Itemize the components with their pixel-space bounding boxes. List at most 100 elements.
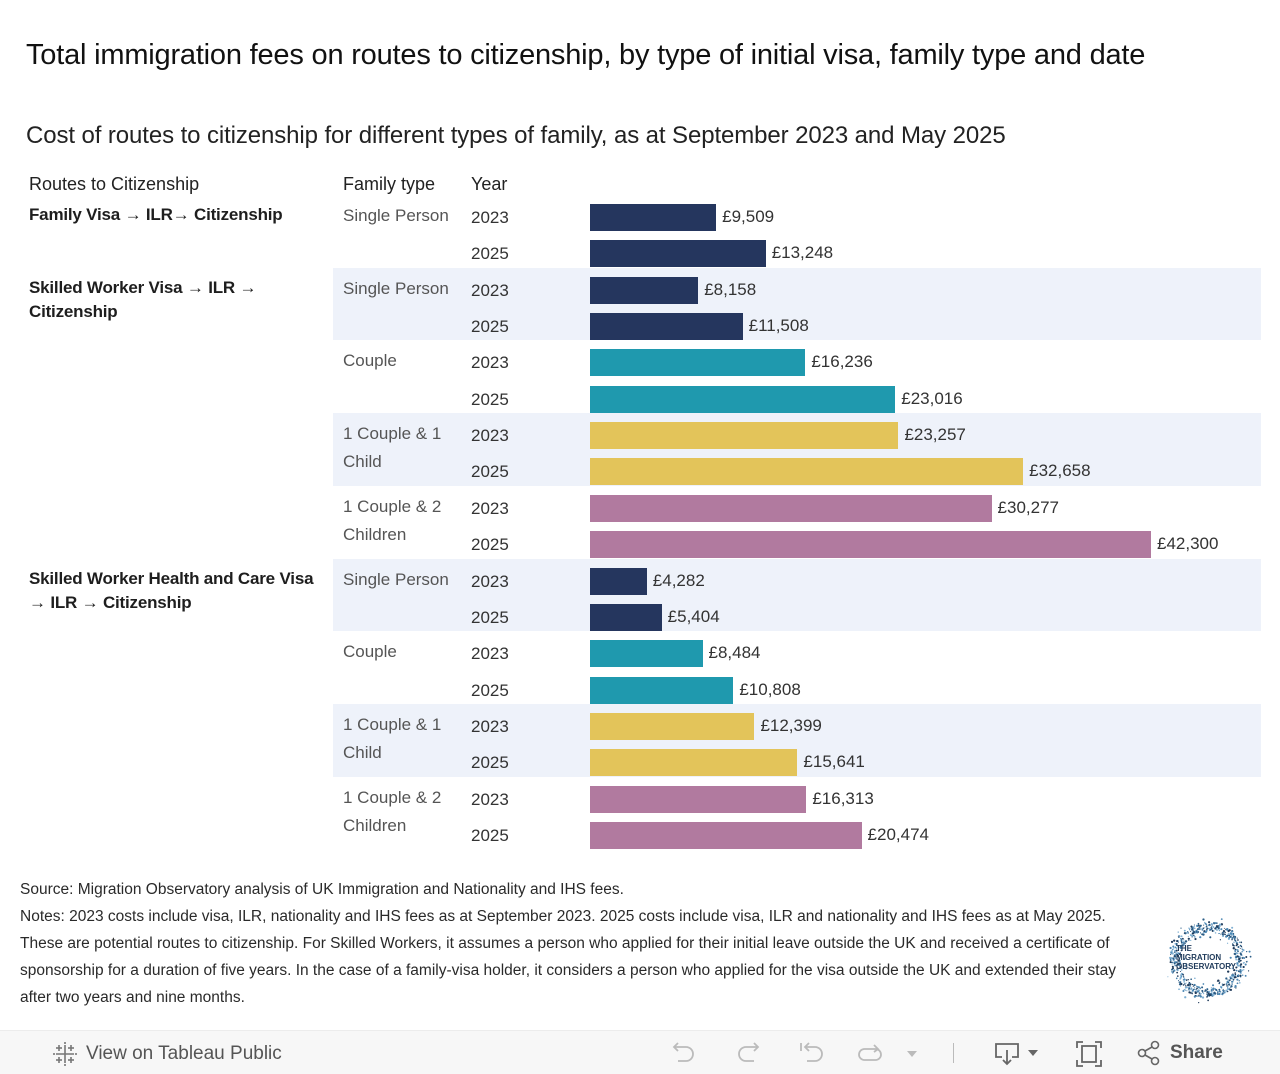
- view-on-tableau-link[interactable]: View on Tableau Public: [52, 1041, 282, 1067]
- logo-speck: [1229, 988, 1232, 991]
- refresh-icon: [858, 1044, 882, 1061]
- logo-speck: [1172, 946, 1175, 949]
- logo-speck: [1219, 990, 1221, 993]
- bar[interactable]: [590, 531, 1151, 559]
- logo-speck: [1215, 989, 1218, 992]
- logo-speck: [1183, 981, 1185, 983]
- logo-speck: [1191, 991, 1193, 993]
- value-label: £8,158: [704, 279, 757, 299]
- bar[interactable]: [590, 640, 703, 668]
- logo-speck: [1202, 927, 1205, 929]
- refresh-dropdown-button[interactable]: [898, 1041, 926, 1067]
- logo-speck: [1198, 1002, 1200, 1004]
- value-label: £8,484: [708, 643, 761, 663]
- logo-speck: [1223, 991, 1225, 994]
- logo-speck: [1229, 977, 1232, 980]
- route-label: Skilled Worker Visa → ILR → Citizenship: [29, 277, 257, 321]
- bar[interactable]: [590, 313, 743, 341]
- logo-speck: [1216, 993, 1218, 995]
- logo-speck: [1218, 988, 1221, 991]
- revert-icon: [800, 1042, 823, 1062]
- logo-speck: [1249, 955, 1252, 958]
- bar[interactable]: [590, 240, 766, 268]
- logo-speck: [1219, 981, 1221, 983]
- value-label: £30,277: [997, 497, 1059, 517]
- logo-speck: [1225, 977, 1228, 980]
- logo-speck: [1227, 970, 1230, 973]
- redo-button[interactable]: [734, 1041, 762, 1067]
- logo-speck: [1234, 985, 1237, 988]
- revert-button[interactable]: [798, 1041, 826, 1067]
- download-button[interactable]: [992, 1041, 1042, 1067]
- bar[interactable]: [590, 204, 717, 231]
- bar[interactable]: [590, 749, 798, 777]
- logo-speck: [1228, 936, 1231, 939]
- logo-speck: [1234, 935, 1237, 938]
- logo-speck: [1235, 956, 1238, 958]
- logo-speck: [1193, 988, 1195, 991]
- toolbar-divider: [953, 1043, 954, 1063]
- bar[interactable]: [590, 349, 806, 377]
- logo-speck: [1189, 983, 1192, 986]
- bar[interactable]: [590, 567, 647, 595]
- bar[interactable]: [590, 422, 899, 450]
- logo-speck: [1170, 950, 1173, 953]
- logo-speck: [1228, 929, 1231, 932]
- logo-speck: [1188, 929, 1191, 931]
- logo-speck: [1186, 979, 1188, 982]
- family-type-label: Single Person: [343, 569, 449, 589]
- bar[interactable]: [590, 603, 662, 631]
- value-label: £15,641: [803, 752, 865, 772]
- logo-speck: [1177, 946, 1179, 948]
- bar[interactable]: [590, 821, 862, 849]
- logo-speck: [1238, 964, 1241, 966]
- logo-speck: [1223, 927, 1225, 929]
- logo-speck: [1182, 974, 1185, 976]
- share-button[interactable]: Share: [1136, 1040, 1223, 1066]
- logo-speck: [1178, 981, 1181, 983]
- logo-speck: [1225, 935, 1228, 938]
- logo-speck: [1177, 959, 1180, 962]
- bar[interactable]: [590, 676, 734, 704]
- logo-speck: [1180, 942, 1183, 944]
- logo-speck: [1199, 995, 1202, 998]
- logo-speck: [1231, 937, 1234, 939]
- logo-speck: [1227, 985, 1229, 988]
- logo-speck: [1180, 970, 1182, 972]
- logo-speck: [1242, 974, 1244, 976]
- logo-speck: [1220, 918, 1223, 921]
- family-type-label: 1 Couple & 2 Children: [343, 496, 442, 544]
- bar[interactable]: [590, 385, 896, 413]
- logo-speck: [1238, 957, 1241, 961]
- value-label: £16,313: [812, 788, 874, 808]
- bar[interactable]: [590, 276, 699, 304]
- logo-speck: [1194, 994, 1196, 997]
- logo-speck: [1231, 935, 1233, 937]
- logo-speck: [1171, 968, 1173, 971]
- logo-speck: [1198, 924, 1200, 926]
- undo-button[interactable]: [670, 1041, 698, 1067]
- bar[interactable]: [590, 785, 807, 813]
- logo-speck: [1246, 960, 1249, 963]
- logo-speck: [1209, 936, 1212, 939]
- logo-speck: [1238, 970, 1240, 972]
- refresh-button[interactable]: [856, 1041, 884, 1067]
- logo-speck: [1190, 930, 1192, 932]
- logo-speck: [1180, 937, 1182, 940]
- logo-speck: [1232, 974, 1235, 977]
- logo-speck: [1199, 987, 1201, 989]
- logo-speck: [1235, 969, 1238, 972]
- logo-speck: [1194, 987, 1196, 989]
- logo-speck: [1238, 980, 1240, 982]
- logo-speck: [1187, 979, 1190, 981]
- logo-speck: [1219, 939, 1222, 941]
- bar[interactable]: [590, 458, 1024, 486]
- logo-speck: [1239, 974, 1242, 977]
- bar[interactable]: [590, 494, 992, 522]
- logo-speck: [1220, 986, 1223, 989]
- logo-speck: [1199, 924, 1202, 927]
- family-type-label: 1 Couple & 2 Children: [343, 787, 442, 835]
- fullscreen-button[interactable]: [1075, 1041, 1103, 1067]
- bar[interactable]: [590, 712, 755, 740]
- logo-speck: [1174, 949, 1177, 952]
